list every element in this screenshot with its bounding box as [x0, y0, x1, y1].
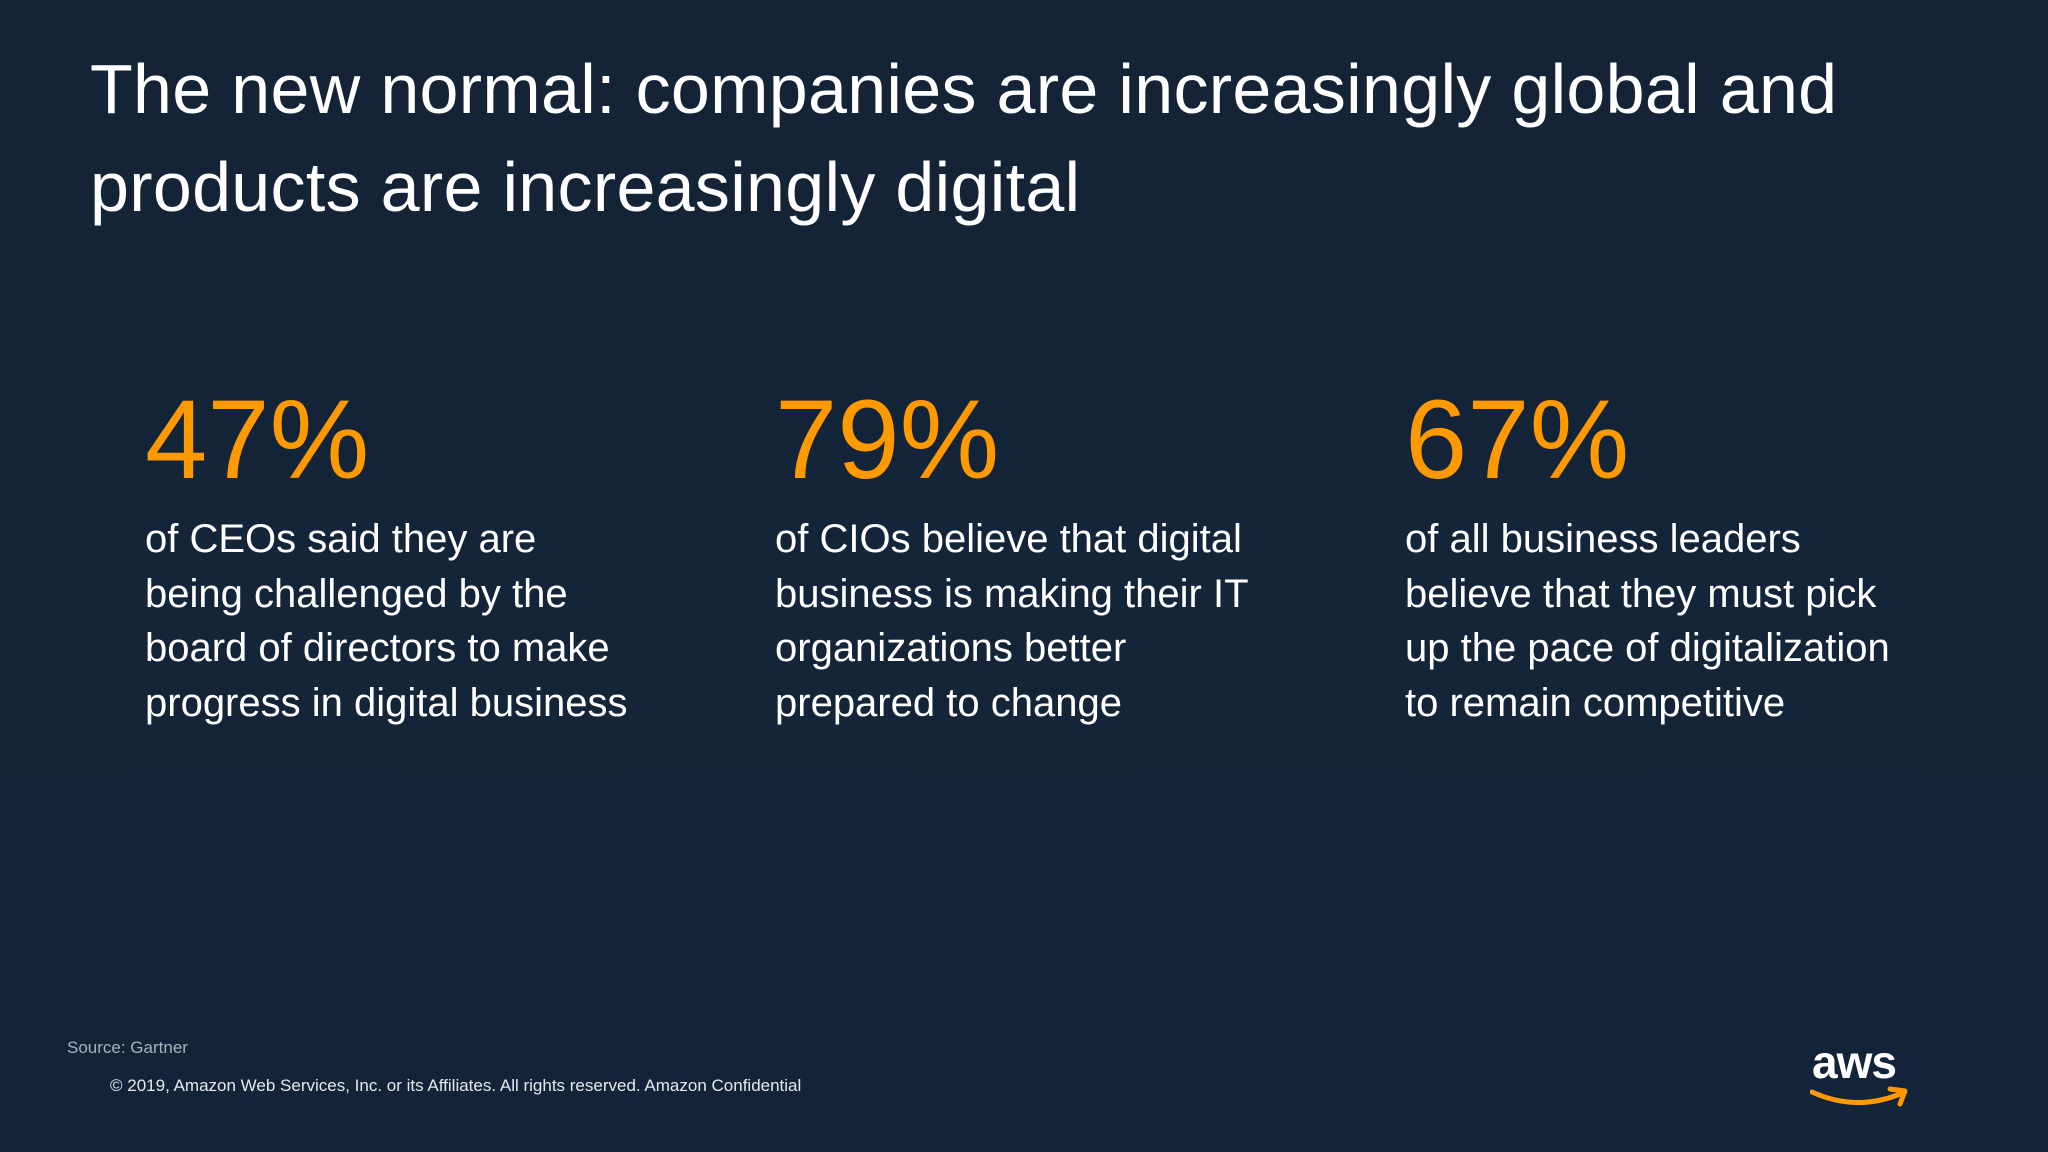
stat-value: 67% — [1405, 377, 1630, 502]
aws-logo-text: aws — [1812, 1036, 1897, 1088]
source-note: Source: Gartner — [67, 1038, 188, 1057]
stat-block-business-leaders: 67% of all business leaders believe that… — [1405, 378, 1925, 730]
stat-block-ceos: 47% of CEOs said they are being challeng… — [145, 378, 665, 730]
stat-description: of CIOs believe that digital business is… — [775, 517, 1248, 725]
stat-value: 47% — [145, 377, 370, 502]
stat-value: 79% — [775, 377, 1000, 502]
aws-smile-arrow-icon — [1810, 1086, 1908, 1107]
stat-description: of all business leaders believe that the… — [1405, 517, 1890, 725]
slide-title: The new normal: companies are increasing… — [90, 50, 1838, 226]
aws-logo: aws — [1810, 1036, 1918, 1116]
stat-description: of CEOs said they are being challenged b… — [145, 517, 628, 725]
stat-block-cios: 79% of CIOs believe that digital busines… — [775, 378, 1295, 730]
copyright-notice: © 2019, Amazon Web Services, Inc. or its… — [110, 1076, 802, 1095]
